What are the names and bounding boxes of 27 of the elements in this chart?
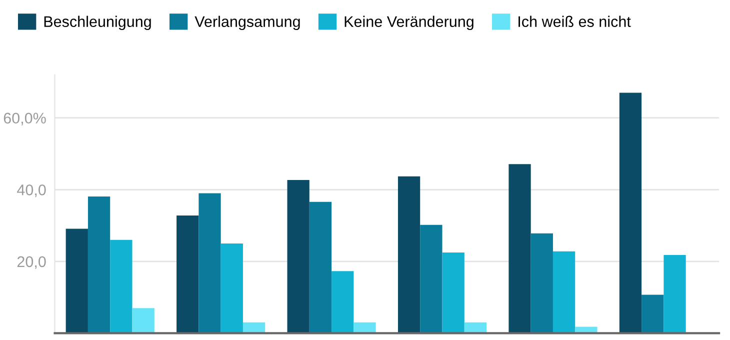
legend-label: Verlangsamung bbox=[194, 16, 300, 30]
bar bbox=[642, 294, 664, 334]
y-tick-label: 40,0 bbox=[17, 184, 46, 198]
bar bbox=[332, 271, 354, 334]
y-tick-label: 60,0% bbox=[4, 112, 46, 126]
bar bbox=[552, 251, 576, 334]
bar bbox=[88, 196, 110, 334]
y-tick-label: 20,0 bbox=[17, 256, 46, 269]
bar bbox=[354, 322, 376, 334]
bar bbox=[398, 176, 420, 334]
bar bbox=[530, 233, 553, 334]
bar bbox=[420, 224, 442, 334]
bar bbox=[664, 254, 686, 334]
bar bbox=[442, 252, 464, 334]
bar bbox=[309, 202, 332, 334]
bar bbox=[220, 243, 243, 334]
bar bbox=[176, 215, 199, 334]
legend-label: Keine Veränderung bbox=[344, 16, 474, 30]
bar bbox=[508, 164, 531, 334]
bar bbox=[198, 193, 221, 334]
bar bbox=[110, 240, 132, 334]
bar bbox=[619, 92, 642, 334]
bar bbox=[287, 180, 310, 334]
legend-label: Beschleunigung bbox=[44, 16, 151, 30]
legend-label: Ich weiß es nicht bbox=[518, 16, 631, 28]
bar bbox=[132, 308, 154, 334]
bar bbox=[66, 228, 88, 334]
